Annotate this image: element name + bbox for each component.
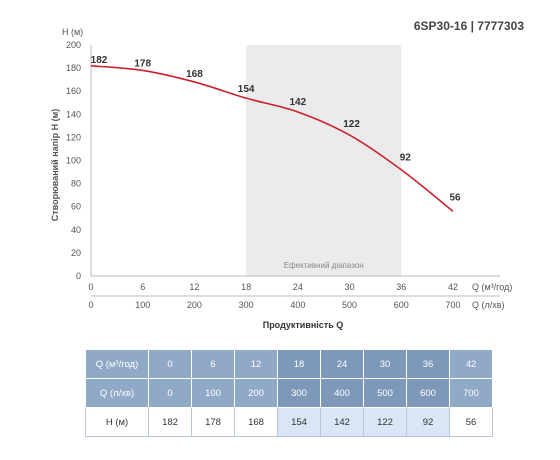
point-value-label: 56 [449, 192, 461, 203]
table-cell: 300 [277, 378, 321, 408]
point-value-label: 154 [238, 84, 255, 95]
table-cell: 0 [148, 378, 192, 408]
table-cell: 92 [406, 407, 450, 437]
table-cell: 178 [191, 407, 235, 437]
table-cell: 30 [363, 349, 407, 379]
x-tick-label: 36 [396, 282, 406, 292]
point-value-label: 168 [186, 69, 203, 80]
table-row-label: Н (м) [85, 407, 149, 437]
point-value-label: 122 [343, 119, 360, 130]
point-value-label: 182 [91, 55, 108, 66]
table-cell: 500 [363, 378, 407, 408]
y-tick-label: 160 [66, 86, 81, 96]
performance-table: Q (м³/год) 0 6 12 18 24 30 36 42 Q (л/хв) 0 100 200 3… [85, 349, 493, 437]
table-cell: 154 [277, 407, 321, 437]
y-axis-title: Створюваний напір Н (м) [50, 109, 60, 221]
point-value-label: 92 [400, 153, 412, 164]
y-tick-label: 120 [66, 132, 81, 142]
x2-tick-label: 0 [88, 300, 93, 310]
table-cell: 6 [191, 349, 235, 379]
y-tick-label: 20 [71, 248, 81, 258]
y-tick-label: 0 [76, 271, 81, 281]
x-tick-label: 12 [189, 282, 199, 292]
x-tick-label: 18 [241, 282, 251, 292]
x2-tick-label: 300 [239, 300, 254, 310]
table-row-label: Q (л/хв) [85, 378, 149, 408]
point-value-label: 178 [134, 58, 151, 69]
table-cell: 0 [148, 349, 192, 379]
head-curve-line [90, 64, 454, 212]
x2-tick-label: 100 [135, 300, 150, 310]
x-tick-label: 30 [345, 282, 355, 292]
table-cell: 700 [449, 378, 493, 408]
x2-tick-label: 600 [394, 300, 409, 310]
x2-tick-label: 700 [445, 300, 460, 310]
table-cell: 200 [234, 378, 278, 408]
table-cell: 182 [148, 407, 192, 437]
x-unit-primary: Q (м³/год) [472, 282, 512, 292]
x-tick-label: 6 [140, 282, 145, 292]
table-row-label: Q (м³/год) [85, 349, 149, 379]
y-unit-label: Н (м) [62, 27, 83, 37]
table-cell: 122 [363, 407, 407, 437]
y-tick-label: 100 [66, 156, 81, 166]
table-cell: 142 [320, 407, 364, 437]
x2-tick-label: 500 [342, 300, 357, 310]
y-tick-label: 180 [66, 63, 81, 73]
model-label: 6SP30-16 | 7777303 [413, 19, 524, 33]
table-cell: 168 [234, 407, 278, 437]
table-cell: 400 [320, 378, 364, 408]
y-tick-label: 80 [71, 179, 81, 189]
y-tick-label: 60 [71, 202, 81, 212]
x2-tick-label: 200 [187, 300, 202, 310]
x-tick-label: 24 [293, 282, 303, 292]
table-cell: 36 [406, 349, 450, 379]
table-cell: 600 [406, 378, 450, 408]
y-tick-label: 200 [66, 40, 81, 50]
table-cell: 42 [449, 349, 493, 379]
table-cell: 12 [234, 349, 278, 379]
y-tick-label: 40 [71, 225, 81, 235]
x2-tick-label: 400 [290, 300, 305, 310]
efficient-range-band [246, 45, 402, 276]
y-tick-label: 140 [66, 109, 81, 119]
efficient-range-label: Ефективний діапазон [284, 261, 364, 270]
table-cell: 24 [320, 349, 364, 379]
table-cell: 18 [277, 349, 321, 379]
x-tick-label: 42 [448, 282, 458, 292]
table-cell: 100 [191, 378, 235, 408]
point-value-label: 142 [290, 97, 307, 108]
table-row: Q (л/хв) 0 100 200 300 400 500 600 700 [85, 378, 493, 408]
pump-curve-chart: Ефективний діапазон020406080100120140160… [50, 27, 512, 330]
x-tick-label: 0 [88, 282, 93, 292]
x-unit-secondary: Q (л/хв) [472, 300, 505, 310]
x-axis-title: Продуктивність Q [263, 320, 344, 330]
table-row: Н (м) 182 178 168 154 142 122 92 56 [85, 407, 493, 437]
table-cell: 56 [449, 407, 493, 437]
table-row: Q (м³/год) 0 6 12 18 24 30 36 42 [85, 349, 493, 379]
